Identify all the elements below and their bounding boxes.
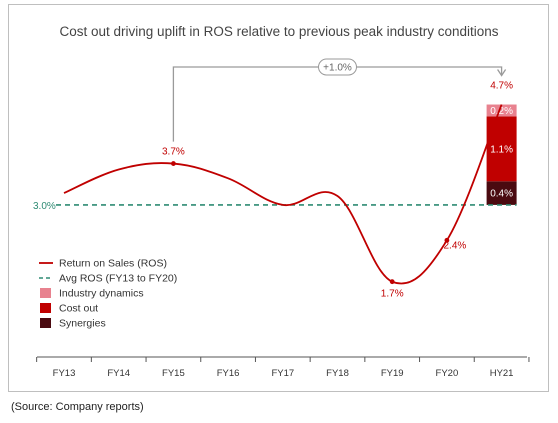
bar-segment-label: 0.2% [490, 106, 513, 117]
bar-segment-cost-out [486, 116, 517, 182]
ros-point-fy19 [389, 279, 395, 285]
annotation-pill [318, 58, 357, 76]
x-tick-label-fy14: FY14 [107, 368, 130, 379]
ros-point-label-fy20: 2.4% [444, 240, 467, 251]
x-tick-label-hy21: HY21 [490, 368, 514, 379]
ros-point-label-hy21: 4.7% [490, 81, 513, 92]
source-note: (Source: Company reports) [11, 401, 144, 413]
x-tick-label-fy18: FY18 [326, 368, 349, 379]
legend-swatch-cost-out [40, 303, 51, 313]
legend-label-cost-out: Cost out [59, 303, 98, 315]
x-tick-label-fy20: FY20 [436, 368, 459, 379]
legend-label-avg-ros-fy13-to-fy20: Avg ROS (FY13 to FY20) [59, 273, 177, 285]
avg-ros-label: 3.0% [33, 201, 56, 212]
legend-swatch-synergies [40, 318, 51, 328]
annotation-label: +1.0% [323, 63, 352, 74]
ros-point-fy20 [444, 237, 450, 243]
bar-segment-synergies [486, 181, 517, 205]
ros-point-label-fy15: 3.7% [162, 147, 185, 158]
legend-swatch-industry-dynamics [40, 288, 51, 298]
x-tick-label-fy16: FY16 [217, 368, 240, 379]
bar-segment-label: 0.4% [490, 189, 513, 200]
x-tick-label-fy15: FY15 [162, 368, 185, 379]
annotation-bracket [172, 66, 503, 142]
bar-segment-industry-dynamics [486, 104, 517, 117]
bar-segment-label: 1.1% [490, 144, 513, 155]
ros-chart: Cost out driving uplift in ROS relative … [33, 24, 530, 379]
x-tick-label-fy19: FY19 [381, 368, 404, 379]
x-tick-label-fy13: FY13 [53, 368, 76, 379]
ros-point-label-fy19: 1.7% [381, 289, 404, 300]
ros-point-fy15 [171, 161, 176, 166]
annotation-arrowhead [497, 69, 507, 77]
legend-label-return-on-sales-ros: Return on Sales (ROS) [59, 258, 167, 270]
legend-label-synergies: Synergies [59, 318, 106, 330]
x-tick-label-fy17: FY17 [271, 368, 294, 379]
chart-frame: Cost out driving uplift in ROS relative … [8, 4, 549, 392]
chart-title: Cost out driving uplift in ROS relative … [60, 24, 499, 39]
legend-label-industry-dynamics: Industry dynamics [59, 288, 144, 300]
